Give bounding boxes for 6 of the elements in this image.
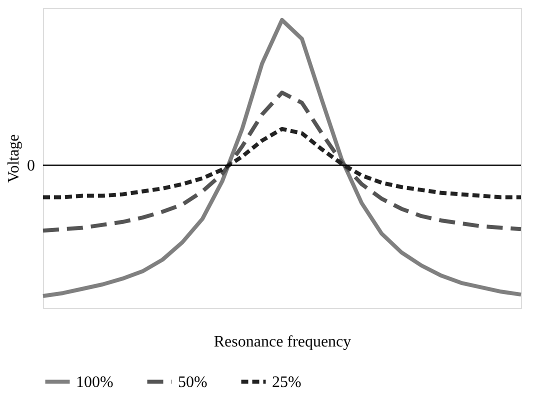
legend-label: 100% <box>76 374 114 391</box>
ref-line-label: 0 <box>27 157 35 174</box>
legend-label: 50% <box>178 374 208 391</box>
y-axis-title: Voltage <box>6 134 22 183</box>
x-axis-title: Resonance frequency <box>214 334 352 350</box>
legend-label: 25% <box>272 374 302 391</box>
